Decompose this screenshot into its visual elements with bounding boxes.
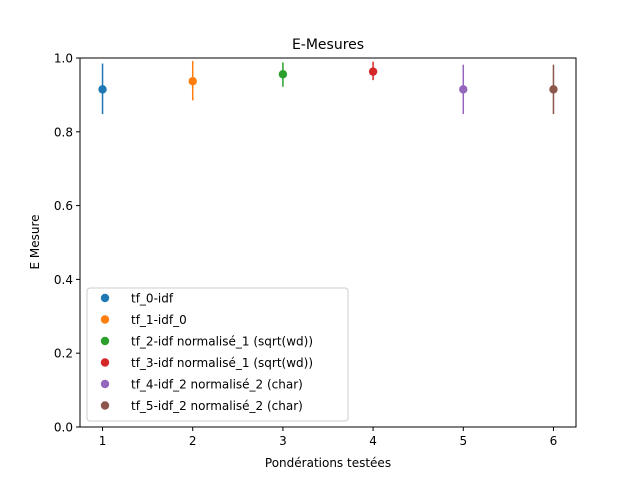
x-tick-label-5: 5: [459, 434, 467, 448]
data-point-6: [549, 85, 558, 94]
x-axis-label: Pondérations testées: [265, 456, 391, 470]
x-tick-label-2: 2: [189, 434, 197, 448]
legend-label-3: tf_2-idf normalisé_1 (sqrt(wd)): [131, 335, 313, 349]
legend-marker-4: [100, 358, 110, 367]
plot-area: [98, 60, 558, 115]
axes-frame: [79, 57, 577, 428]
legend-label-4: tf_3-idf normalisé_1 (sqrt(wd)): [131, 356, 313, 370]
data-point-1: [98, 85, 107, 94]
y-tick-label-1: 0.0: [54, 421, 73, 435]
legend-marker-1: [100, 293, 110, 303]
x-axis: 1 2 3 4 5 6: [99, 427, 558, 448]
y-axis-label: E Mesure: [28, 214, 42, 269]
data-point-3: [278, 70, 288, 79]
legend-label-5: tf_4-idf_2 normalisé_2 (char): [131, 378, 303, 392]
legend-marker-2: [100, 315, 110, 324]
y-tick-label-5: 0.8: [54, 125, 73, 139]
y-axis: 0.0 0.2 0.4 0.6 0.8 1.0: [54, 52, 80, 435]
legend: tf_0-idf tf_1-idf_0 tf_2-idf normalisé_1 (…: [86, 287, 349, 422]
legend-label-2: tf_1-idf_0: [131, 313, 187, 327]
y-tick-label-4: 0.6: [54, 199, 73, 213]
x-tick-label-4: 4: [369, 434, 377, 448]
legend-label-1: tf_0-idf: [131, 292, 174, 306]
legend-marker-6: [100, 401, 110, 410]
data-point-5: [459, 85, 468, 94]
legend-label-6: tf_5-idf_2 normalisé_2 (char): [131, 399, 303, 413]
x-tick-label-6: 6: [550, 434, 558, 448]
legend-marker-5: [100, 379, 110, 389]
x-tick-label-1: 1: [99, 434, 107, 448]
y-tick-label-6: 1.0: [54, 52, 73, 66]
data-point-4: [368, 67, 378, 76]
legend-marker-3: [100, 336, 110, 346]
x-tick-label-3: 3: [279, 434, 287, 448]
y-tick-label-2: 0.2: [54, 347, 73, 361]
chart-title: E-Mesures: [292, 37, 364, 53]
data-point-2: [188, 77, 197, 86]
y-tick-label-3: 0.4: [54, 273, 73, 287]
legend-box: [86, 287, 349, 422]
